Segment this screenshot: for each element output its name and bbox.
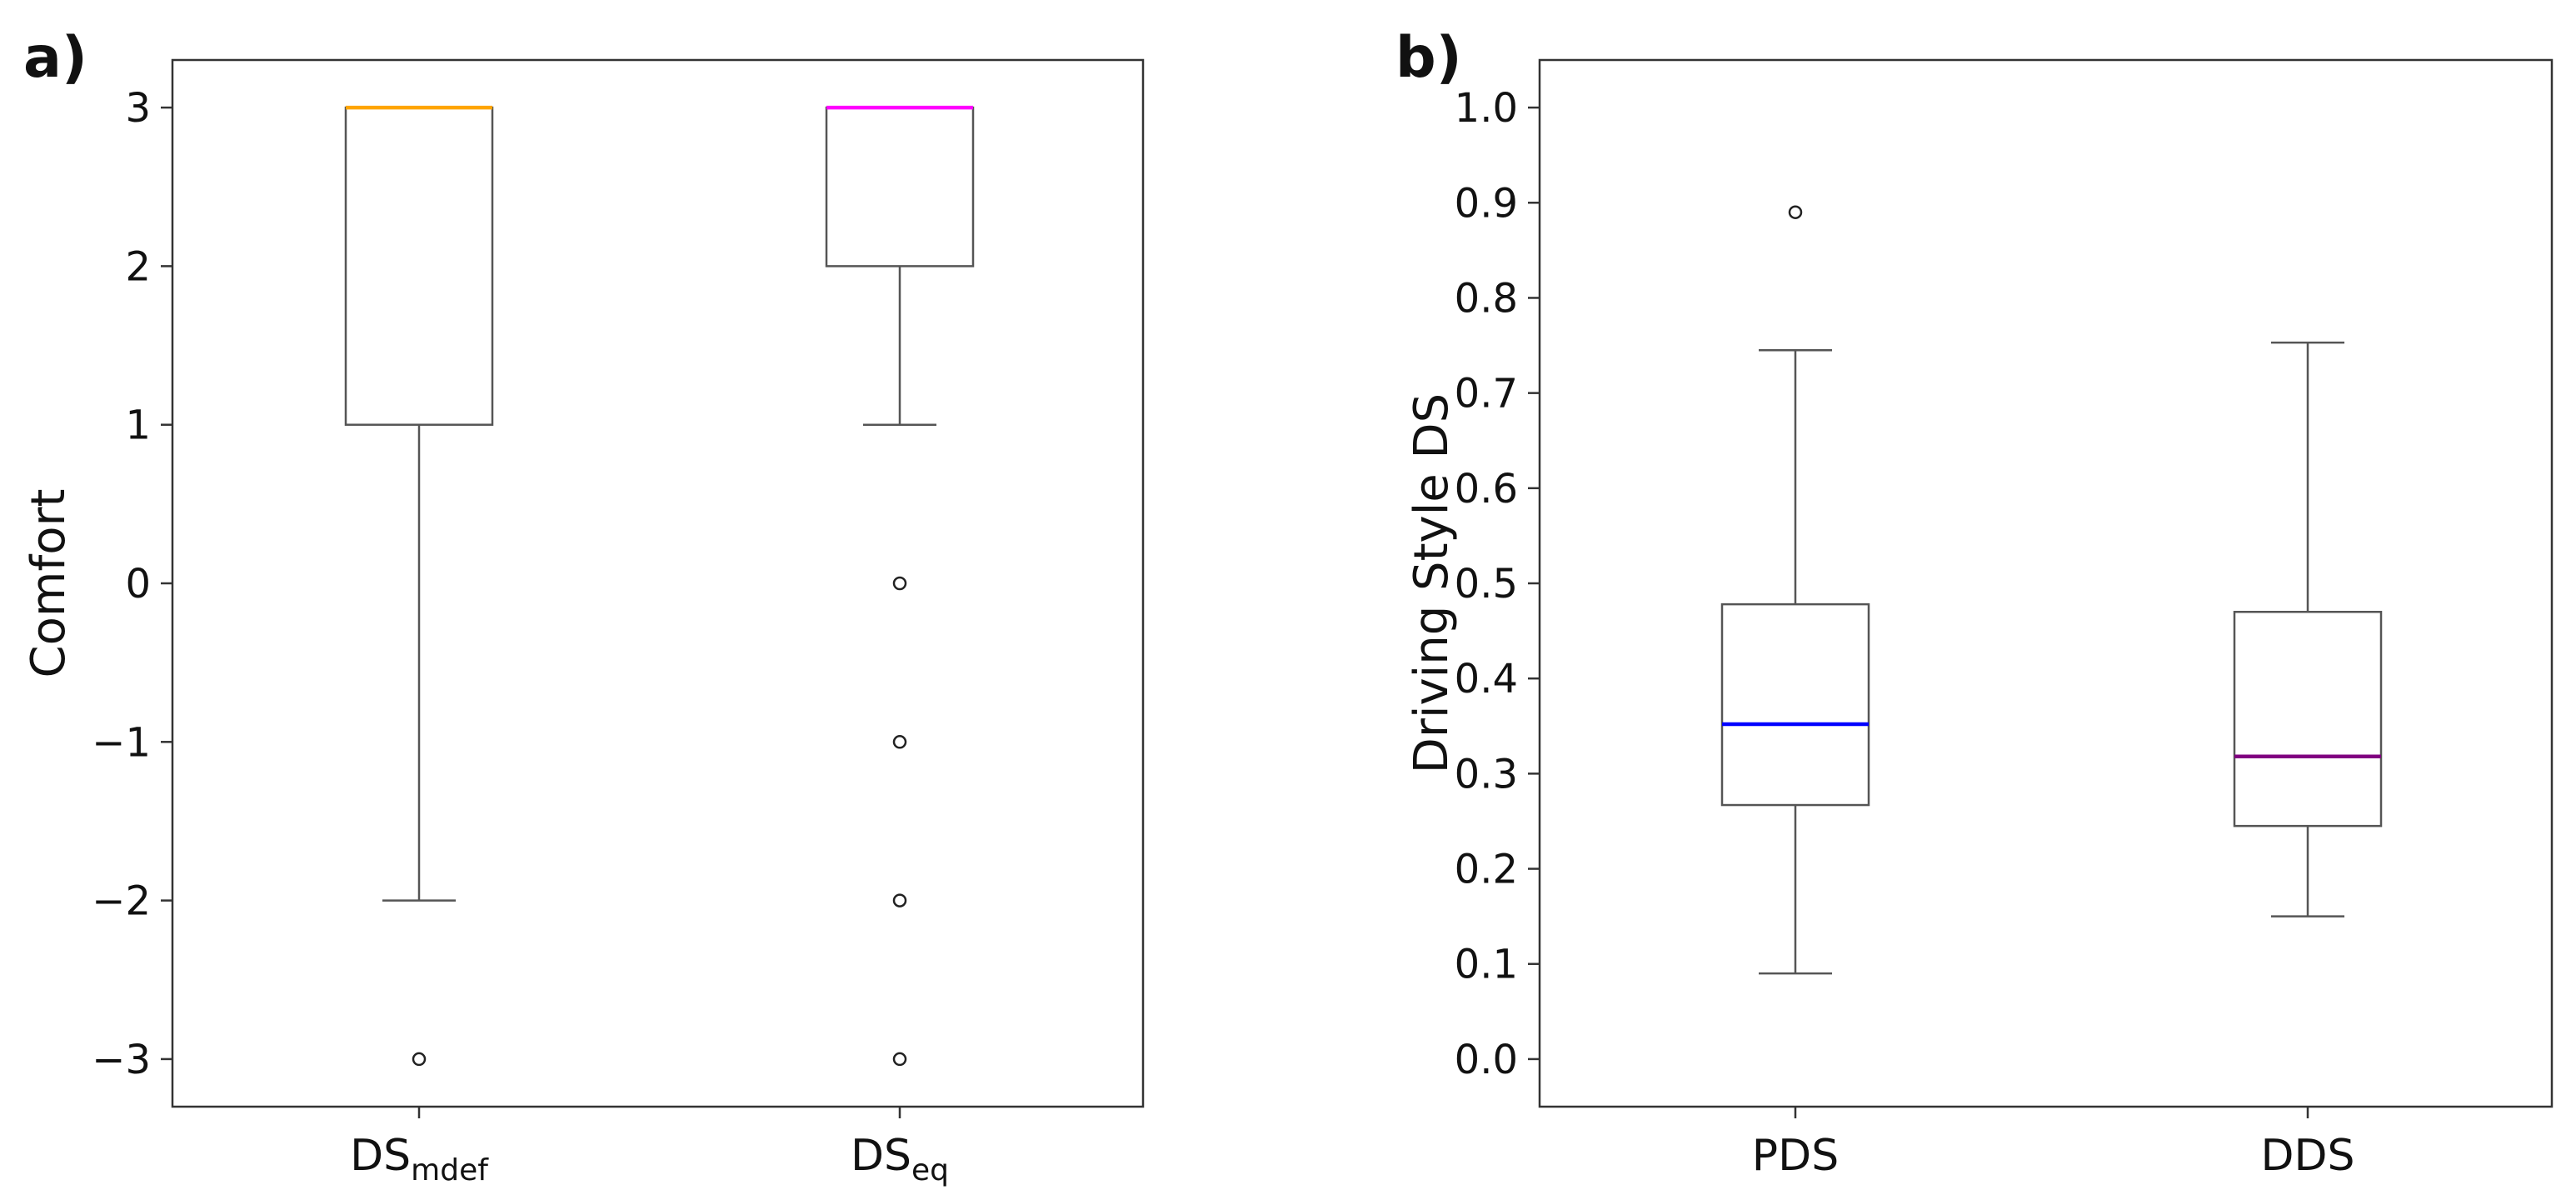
y-tick-label: 0.9 xyxy=(1455,180,1518,227)
iqr-box xyxy=(1720,602,1870,807)
y-tick-label: −2 xyxy=(92,878,151,925)
category-name: PDS xyxy=(1752,1131,1839,1181)
outlier-point xyxy=(412,1052,427,1067)
y-tick-label: 0.6 xyxy=(1455,466,1518,512)
category-subscript: eq xyxy=(911,1153,949,1188)
outlier-point xyxy=(892,893,907,908)
y-tick-label: 0.7 xyxy=(1455,371,1518,418)
y-tick-label: 1 xyxy=(125,402,151,449)
x-tick-label: DSmdef xyxy=(350,1131,489,1188)
panel-b: 0.0 0.1 0.2 0.3 0.4 0.5 0.6 0.7 0.8 0.9 1.0 Driving… xyxy=(1395,25,2554,1181)
category-name: DS xyxy=(851,1131,911,1181)
box-1: DSmdef xyxy=(344,105,494,1188)
y-tick-label: 0.8 xyxy=(1455,275,1518,322)
outlier-point xyxy=(892,1052,907,1067)
iqr-box xyxy=(344,106,494,426)
panel-label: b) xyxy=(1395,25,1462,91)
y-tick-label: 0 xyxy=(125,561,151,608)
box-1: PDS xyxy=(1720,205,1870,1181)
outlier-point xyxy=(892,576,907,591)
y-tick-label: 3 xyxy=(125,85,151,132)
category-name: DDS xyxy=(2260,1131,2354,1181)
box-2: DSeq xyxy=(825,105,975,1188)
category-name: DS xyxy=(350,1131,411,1181)
box-2: DDS xyxy=(2233,341,2383,1181)
y-tick-label: 0.1 xyxy=(1455,942,1518,988)
y-tick-label: 0.3 xyxy=(1455,751,1518,798)
outlier-point xyxy=(892,735,907,749)
y-tick-label: 0.5 xyxy=(1455,561,1518,608)
y-tick-label: 2 xyxy=(125,243,151,290)
y-tick-label: 0.2 xyxy=(1455,847,1518,893)
y-tick-label: 0.4 xyxy=(1455,656,1518,702)
panel-label: a) xyxy=(23,25,87,91)
category-subscript: mdef xyxy=(411,1153,489,1188)
iqr-box xyxy=(825,106,975,268)
iqr-box xyxy=(2233,611,2383,828)
plot-frame xyxy=(1538,58,2554,1108)
x-tick-label: DSeq xyxy=(851,1131,949,1188)
y-tick-label: 1.0 xyxy=(1455,85,1518,132)
y-tick-label: −1 xyxy=(92,719,151,766)
y-axis-label: Driving Style DS xyxy=(1405,393,1459,773)
outlier-point xyxy=(1788,205,1803,219)
y-tick-label: 0.0 xyxy=(1455,1037,1518,1083)
x-tick-label: DDS xyxy=(2260,1131,2354,1181)
x-tick-label: PDS xyxy=(1752,1131,1839,1181)
y-axis-label: Comfort xyxy=(22,489,76,678)
y-tick-label: −3 xyxy=(92,1037,151,1083)
plot-frame xyxy=(171,58,1145,1108)
